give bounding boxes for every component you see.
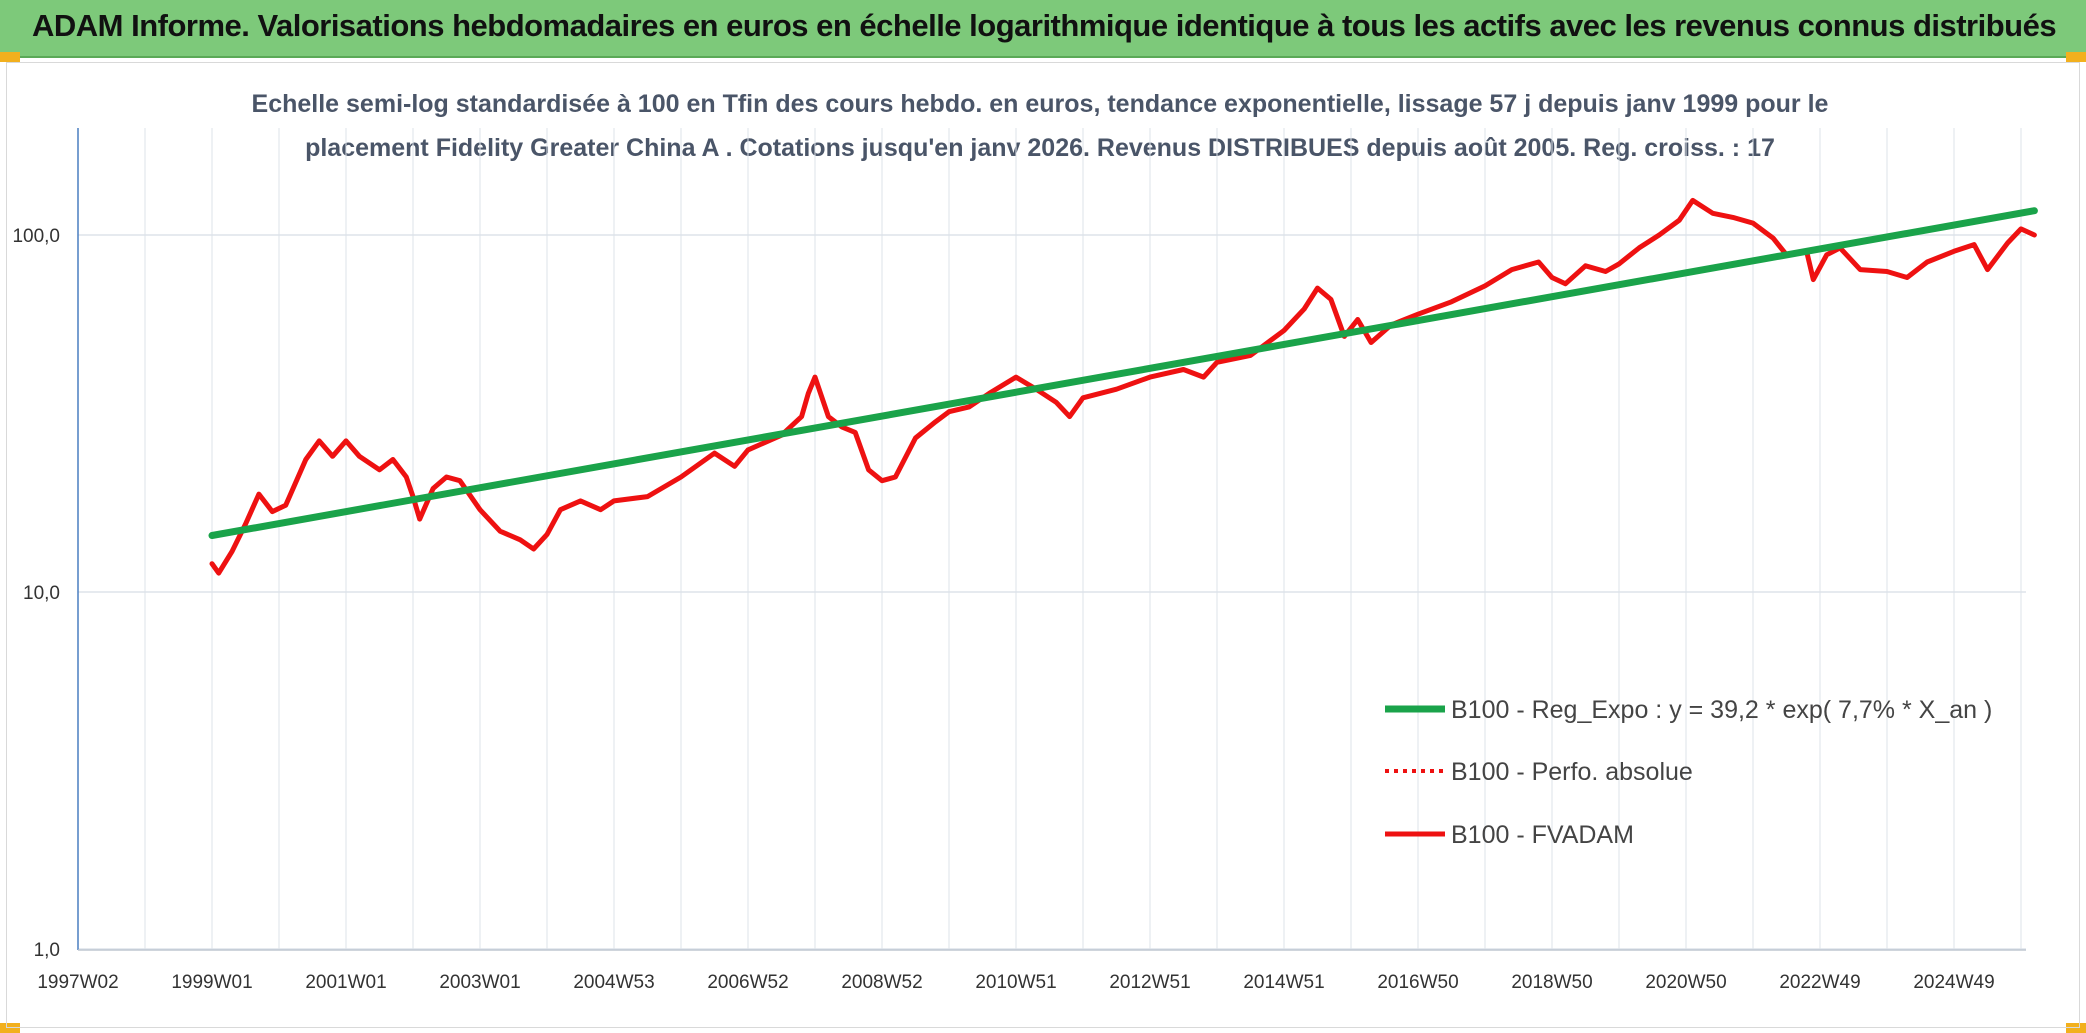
banner-title: ADAM Informe. Valorisations hebdomadaire… (32, 8, 2057, 43)
legend-label: B100 - Perfo. absolue (1451, 758, 1693, 786)
chart-title-line-1: Echelle semi-log standardisée à 100 en T… (251, 90, 1829, 118)
x-tick-label: 2022W49 (1779, 972, 1860, 993)
corner-marker-top-right (2066, 52, 2086, 62)
x-tick-label: 2001W01 (305, 972, 386, 993)
series-line-reg-expo (208, 207, 2038, 539)
x-tick-label: 2012W51 (1109, 972, 1190, 993)
y-tick-label: 1,0 (34, 940, 60, 961)
x-tick-label: 2003W01 (439, 972, 520, 993)
corner-marker-bottom-right (2066, 1023, 2086, 1033)
x-tick-label: 2018W50 (1511, 972, 1592, 993)
legend-label: B100 - Reg_Expo : y = 39,2 * exp( 7,7% *… (1451, 696, 1992, 724)
x-tick-label: 2010W51 (975, 972, 1056, 993)
legend-label: B100 - FVADAM (1451, 821, 1634, 849)
x-tick-label: 2008W52 (841, 972, 922, 993)
x-tick-label: 2016W50 (1377, 972, 1458, 993)
top-banner: ADAM Informe. Valorisations hebdomadaire… (0, 0, 2086, 58)
x-tick-label: 1997W02 (37, 972, 118, 993)
x-tick-label: 1999W01 (171, 972, 252, 993)
x-tick-label: 2004W53 (573, 972, 654, 993)
corner-marker-bottom-left (0, 1023, 20, 1033)
x-tick-label: 2014W51 (1243, 972, 1324, 993)
corner-marker-top-left (0, 52, 20, 62)
y-tick-label: 10,0 (23, 583, 60, 604)
x-tick-label: 2024W49 (1913, 972, 1994, 993)
x-tick-label: 2006W52 (707, 972, 788, 993)
y-tick-label: 100,0 (12, 226, 60, 247)
chart-frame (6, 62, 2080, 1028)
x-tick-label: 2020W50 (1645, 972, 1726, 993)
chart-title-line-2: placement Fidelity Greater China A . Cot… (305, 134, 1775, 162)
